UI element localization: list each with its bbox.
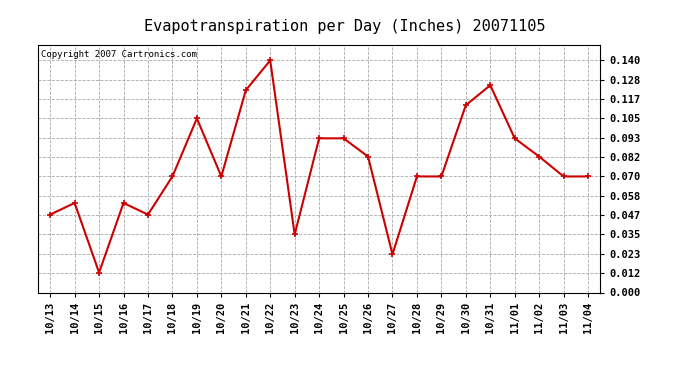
Text: Evapotranspiration per Day (Inches) 20071105: Evapotranspiration per Day (Inches) 2007… bbox=[144, 19, 546, 34]
Text: Copyright 2007 Cartronics.com: Copyright 2007 Cartronics.com bbox=[41, 50, 197, 59]
